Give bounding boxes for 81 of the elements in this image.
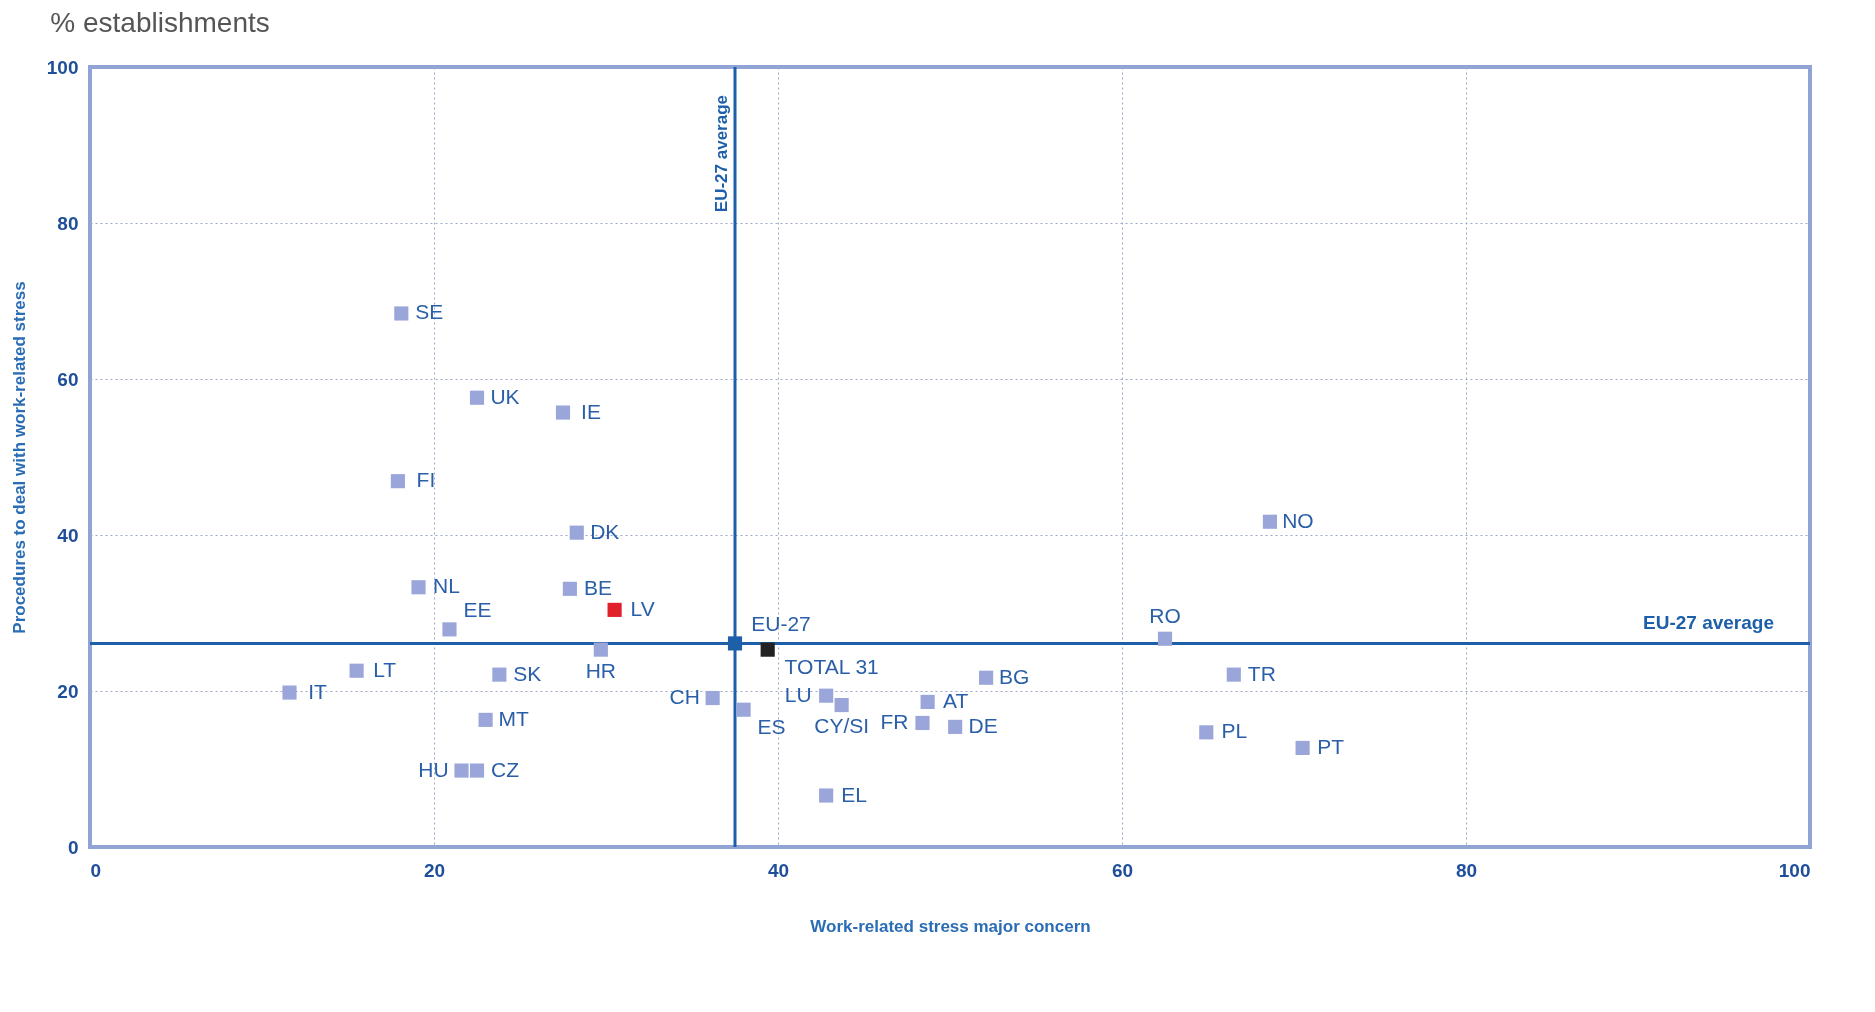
annotation: FI xyxy=(416,468,436,492)
point xyxy=(442,622,457,637)
x-tick-label: 20 xyxy=(423,859,446,881)
point xyxy=(569,525,584,540)
annotation: HR xyxy=(585,658,617,682)
point xyxy=(948,719,963,734)
point xyxy=(1295,740,1310,756)
annotation: TR xyxy=(1247,661,1276,685)
point xyxy=(282,685,297,700)
annotation: EL xyxy=(841,782,867,806)
point xyxy=(469,390,485,405)
point xyxy=(492,667,507,682)
annotation: EE xyxy=(463,598,492,622)
point xyxy=(478,712,493,727)
point xyxy=(979,670,994,685)
x-tick-label: 0 xyxy=(90,859,102,881)
annotation: FR xyxy=(880,709,909,733)
point xyxy=(454,763,469,778)
point xyxy=(562,581,577,596)
point xyxy=(736,702,751,717)
chart-title: % establishments xyxy=(50,7,270,38)
ref-line-label: EU-27 average xyxy=(1643,612,1774,634)
point xyxy=(1199,725,1214,740)
annotation: IT xyxy=(308,679,328,703)
annotation: LU xyxy=(784,682,812,706)
annotation: EU-27 xyxy=(751,612,811,636)
annotation: LV xyxy=(630,596,655,620)
x-tick-label: 40 xyxy=(767,859,790,881)
annotation: TOTAL 31 xyxy=(784,654,879,678)
annotation: SE xyxy=(415,300,444,324)
y-tick-label: 80 xyxy=(57,212,79,234)
point xyxy=(349,663,364,678)
point xyxy=(593,642,608,657)
annotation: DK xyxy=(590,519,620,543)
annotation: ES xyxy=(757,714,786,738)
point xyxy=(760,642,775,657)
y-axis-title: Procedures to deal with work-related stress xyxy=(9,281,29,634)
point xyxy=(727,636,743,651)
x-axis-title: Work-related stress major concern xyxy=(810,916,1091,936)
annotation: CY/SI xyxy=(814,714,870,738)
point xyxy=(1226,667,1241,682)
annotation: NL xyxy=(433,574,460,598)
annotation: UK xyxy=(490,384,520,408)
annotation: CH xyxy=(669,685,700,709)
ref-line-label: EU-27 average xyxy=(712,95,731,213)
y-tick-label: 100 xyxy=(46,56,79,78)
annotation: LT xyxy=(373,657,397,681)
point xyxy=(555,405,571,420)
annotation: BE xyxy=(583,575,612,599)
point xyxy=(920,694,935,709)
y-tick-label: 40 xyxy=(57,524,79,546)
point xyxy=(390,474,405,489)
annotation: HU xyxy=(418,757,449,781)
point xyxy=(411,580,426,595)
point xyxy=(819,788,834,803)
annotation: BG xyxy=(998,664,1030,688)
annotation: MT xyxy=(498,706,529,730)
point xyxy=(819,688,834,703)
x-tick-label: 60 xyxy=(1111,859,1134,881)
annotation: DE xyxy=(968,713,998,737)
annotation: RO xyxy=(1149,603,1181,627)
annotation: SK xyxy=(513,661,542,685)
annotation: CZ xyxy=(491,757,520,781)
point xyxy=(834,697,849,713)
point xyxy=(705,690,720,706)
y-tick-label: 60 xyxy=(57,368,79,390)
point xyxy=(607,602,622,617)
annotation: PL xyxy=(1221,719,1248,743)
point xyxy=(469,763,485,778)
annotation: AT xyxy=(943,688,969,712)
x-tick-label: 100 xyxy=(1778,859,1811,881)
y-tick-label: 0 xyxy=(67,836,79,858)
x-tick-label: 80 xyxy=(1455,859,1478,881)
annotation: NO xyxy=(1282,508,1314,532)
point xyxy=(1157,631,1173,646)
point xyxy=(915,715,930,731)
y-tick-label: 20 xyxy=(57,680,79,702)
point xyxy=(394,306,409,321)
point xyxy=(1262,514,1277,529)
annotation: PT xyxy=(1317,734,1345,758)
annotation: IE xyxy=(581,399,601,423)
